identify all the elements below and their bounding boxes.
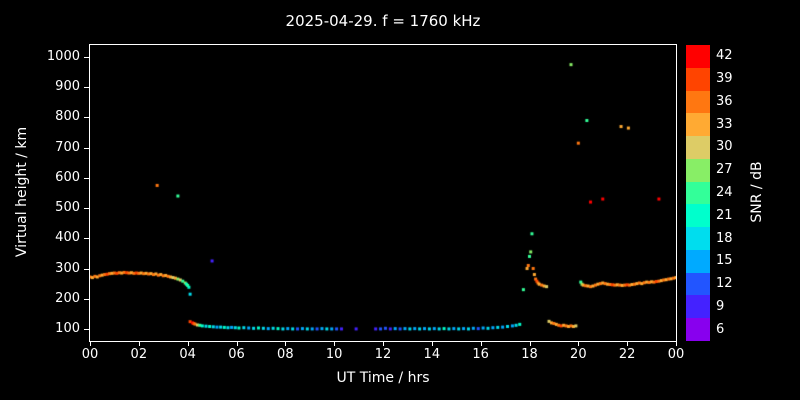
x-tick-label: 10	[325, 347, 343, 362]
y-tick-mark	[84, 57, 89, 59]
x-tick-mark	[480, 342, 482, 346]
colorbar-tick-label: 18	[716, 230, 733, 246]
x-tick-label: 18	[521, 347, 538, 362]
colorbar-tick-label: 6	[716, 321, 725, 337]
plot-area	[89, 44, 677, 342]
y-tick-label: 200	[55, 290, 80, 306]
x-tick-mark	[431, 342, 433, 346]
x-tick-label: 00	[81, 347, 99, 362]
colorbar-segment	[686, 90, 710, 114]
colorbar-segment	[686, 158, 710, 182]
colorbar-axis-title: SNR / dB	[749, 161, 765, 223]
x-tick-label: 12	[374, 347, 392, 362]
x-tick-mark	[383, 342, 384, 346]
y-tick-mark	[84, 298, 89, 300]
y-tick-label: 300	[55, 260, 80, 276]
x-tick-mark	[138, 342, 140, 346]
colorbar-tick-label: 30	[716, 139, 733, 155]
y-tick-label: 500	[55, 200, 80, 216]
colorbar-segment	[686, 272, 710, 296]
x-tick-label: 16	[472, 347, 489, 362]
y-tick-mark	[84, 117, 89, 119]
colorbar-tick-label: 36	[716, 93, 733, 109]
x-tick-mark	[529, 342, 531, 346]
y-tick-mark	[84, 328, 89, 330]
colorbar-tick-label: 33	[716, 116, 733, 132]
colorbar-tick-label: 27	[716, 162, 733, 178]
x-tick-label: 20	[570, 347, 587, 362]
x-tick-label: 08	[277, 347, 294, 362]
y-tick-mark	[84, 147, 89, 149]
x-tick-label: 04	[179, 347, 196, 362]
colorbar-segment	[686, 227, 710, 250]
x-tick-mark	[285, 342, 287, 346]
y-tick-label: 600	[55, 169, 80, 185]
colorbar	[686, 45, 710, 341]
y-tick-label: 400	[55, 230, 80, 246]
y-tick-mark	[84, 87, 89, 89]
y-tick-label: 700	[55, 139, 80, 155]
colorbar-tick-label: 39	[716, 71, 733, 87]
y-tick-mark	[84, 177, 89, 179]
colorbar-segment	[686, 136, 710, 159]
y-tick-label: 800	[55, 109, 80, 125]
colorbar-segment	[686, 67, 710, 91]
colorbar-segment	[686, 318, 710, 341]
x-tick-label: 14	[423, 347, 441, 362]
colorbar-segment	[686, 181, 710, 205]
y-tick-mark	[84, 238, 89, 240]
x-tick-mark	[334, 342, 336, 346]
x-tick-mark	[676, 342, 677, 346]
colorbar-segment	[686, 113, 710, 137]
x-axis-title: UT Time / hrs	[336, 370, 430, 386]
chart-title: 2025-04-29. f = 1760 kHz	[285, 12, 481, 30]
x-tick-mark	[627, 342, 629, 346]
x-tick-mark	[187, 342, 189, 346]
colorbar-tick-label: 24	[716, 185, 733, 200]
y-tick-mark	[84, 268, 89, 270]
x-tick-label: 02	[130, 347, 148, 362]
colorbar-tick-label: 9	[716, 298, 725, 314]
colorbar-segment	[686, 295, 710, 319]
y-axis-title: Virtual height / km	[14, 126, 30, 258]
x-tick-mark	[90, 342, 91, 346]
y-tick-label: 1000	[46, 49, 80, 65]
colorbar-tick-label: 15	[716, 253, 733, 269]
x-tick-label: 06	[228, 347, 245, 362]
y-tick-mark	[84, 208, 89, 210]
y-tick-label: 100	[55, 320, 80, 336]
colorbar-segment	[686, 249, 710, 273]
x-tick-label: 00	[667, 347, 685, 362]
x-tick-mark	[578, 342, 580, 346]
colorbar-tick-label: 12	[716, 276, 733, 292]
colorbar-segment	[686, 45, 710, 68]
y-tick-label: 900	[55, 79, 80, 95]
colorbar-segment	[686, 204, 710, 228]
colorbar-tick-label: 42	[716, 48, 733, 64]
x-tick-label: 22	[618, 347, 636, 362]
x-tick-mark	[236, 342, 238, 346]
colorbar-tick-label: 21	[716, 207, 733, 223]
